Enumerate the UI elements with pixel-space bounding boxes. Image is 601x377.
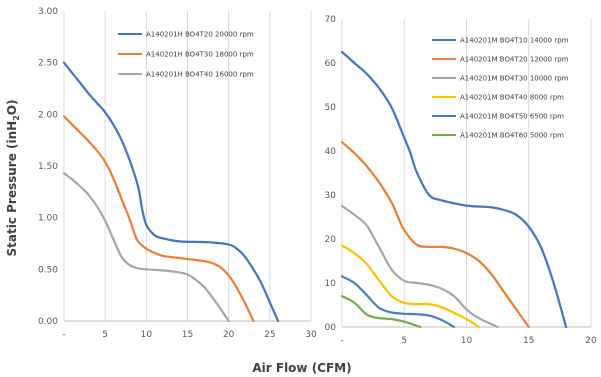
x-tick-label: 20 bbox=[585, 336, 597, 346]
y-tick-label: 20 bbox=[325, 235, 337, 245]
x-tick-label: 30 bbox=[305, 330, 317, 340]
y-tick-label: 1.50 bbox=[38, 162, 58, 172]
y-tick-label: 3.00 bbox=[38, 7, 58, 17]
y-tick-label: 2.50 bbox=[38, 59, 58, 69]
series-line bbox=[340, 295, 422, 329]
y-tick-label: 0.00 bbox=[38, 317, 58, 327]
x-tick-label: 25 bbox=[264, 330, 275, 340]
series-line bbox=[340, 244, 481, 329]
y-tick-label: 2.00 bbox=[38, 110, 58, 120]
chart-right: - 5 10 15 20 00 10 20 30 40 50 60 70 A140201M BO4T10 … bbox=[325, 15, 597, 346]
y-tick-label: 0.50 bbox=[38, 265, 58, 275]
series-line bbox=[340, 141, 530, 329]
x-tick-label: 20 bbox=[223, 330, 235, 340]
y-tick-label: 1.00 bbox=[38, 214, 58, 224]
x-tick-label: 5 bbox=[102, 330, 108, 340]
chart-left: - 5 10 15 20 25 30 0.00 0.50 1.00 1.50 2.00 2.50 3.00… bbox=[38, 7, 317, 340]
series-line bbox=[340, 50, 568, 329]
x-tick-label: 15 bbox=[523, 336, 534, 346]
series-line bbox=[340, 204, 499, 329]
x-axis-title: Air Flow (CFM) bbox=[252, 361, 351, 375]
legend-label: A140201H BO4T40 16000 rpm bbox=[146, 71, 254, 79]
legend-label: A140201M BO4T40 8000 rpm bbox=[460, 94, 564, 102]
legend-label: A140201M BO4T20 12000 rpm bbox=[460, 56, 569, 64]
x-tick-label: - bbox=[340, 336, 343, 346]
x-tick-label: 10 bbox=[141, 330, 153, 340]
x-tick-label: - bbox=[62, 330, 65, 340]
series-line bbox=[340, 275, 456, 329]
legend-label: A140201H BO4T20 20000 rpm bbox=[146, 31, 254, 39]
y-tick-label: 30 bbox=[325, 191, 337, 201]
series-line bbox=[62, 115, 255, 323]
x-tick-label: 15 bbox=[182, 330, 193, 340]
x-tick-label: 5 bbox=[401, 336, 407, 346]
y-tick-label: 00 bbox=[325, 323, 337, 333]
y-axis-title: Static Pressure (inH2O) bbox=[5, 100, 21, 257]
series-line bbox=[62, 172, 230, 323]
legend-label: A140201M BO4T60 5000 rpm bbox=[460, 132, 564, 140]
series-line bbox=[62, 61, 280, 323]
y-tick-label: 60 bbox=[325, 59, 337, 69]
y-tick-label: 50 bbox=[325, 103, 337, 113]
legend-label: A140201H BO4T30 18000 rpm bbox=[146, 51, 254, 59]
y-tick-label: 70 bbox=[325, 15, 337, 25]
legend-label: A140201M BO4T50 6500 rpm bbox=[460, 113, 564, 121]
legend-label: A140201M BO4T30 10000 rpm bbox=[460, 75, 569, 83]
y-tick-label: 40 bbox=[325, 147, 337, 157]
y-tick-label: 10 bbox=[325, 279, 337, 289]
legend-label: A140201M BO4T10 14000 rpm bbox=[460, 37, 569, 45]
x-tick-label: 10 bbox=[461, 336, 473, 346]
